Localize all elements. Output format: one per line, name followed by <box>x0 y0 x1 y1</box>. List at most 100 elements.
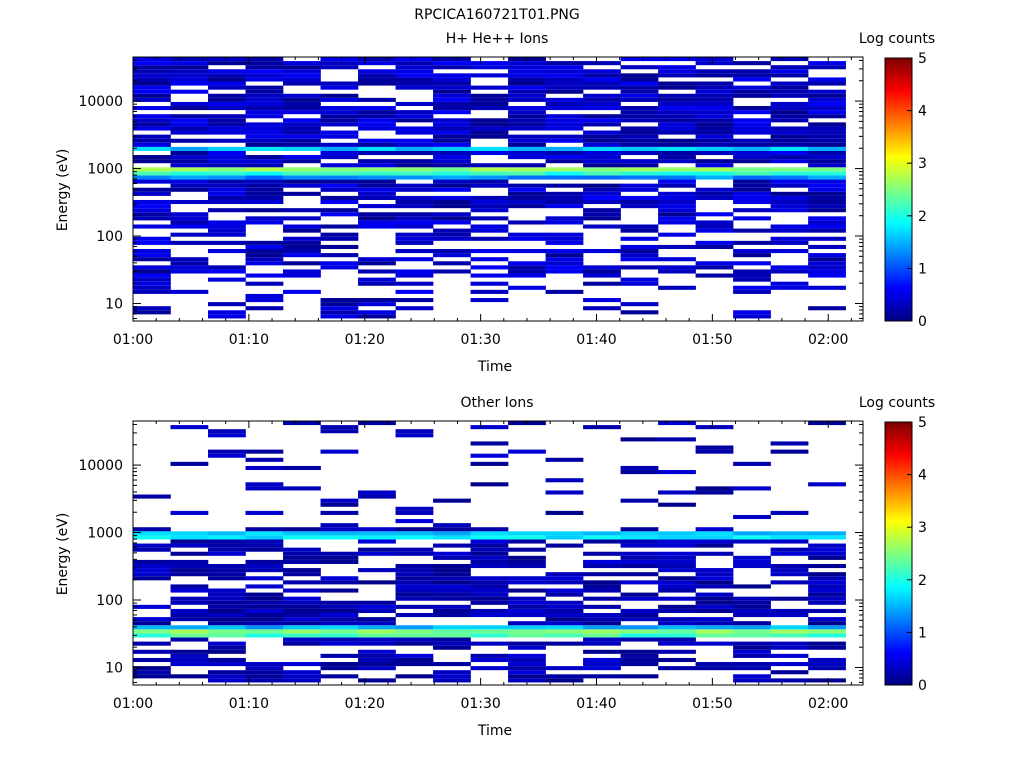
colorbar-segment <box>885 303 912 307</box>
colorbar-segment <box>885 77 912 81</box>
heatmap-cell <box>395 662 434 667</box>
heatmap-cell <box>170 65 209 70</box>
heatmap-cell <box>658 649 696 654</box>
heatmap-cell <box>395 138 434 143</box>
colorbar-segment <box>885 215 912 219</box>
colorbar-segment <box>885 483 912 486</box>
heatmap-cell <box>808 159 846 164</box>
heatmap-cell <box>320 224 359 229</box>
heatmap-cell <box>395 110 434 115</box>
heatmap-cell <box>808 584 846 589</box>
heatmap-cell <box>358 179 396 184</box>
heatmap-cell <box>358 625 396 630</box>
figure-title: RPCICA160721T01.PNG <box>414 7 579 23</box>
heatmap-cell <box>733 621 771 626</box>
heatmap-cell <box>433 543 471 548</box>
heatmap-cell <box>358 212 396 217</box>
heatmap-cell <box>395 584 434 589</box>
heatmap-cell <box>658 666 696 671</box>
colorbar-segment <box>885 60 912 63</box>
heatmap-cell <box>433 261 471 266</box>
heatmap-cell <box>133 617 171 622</box>
heatmap-cell <box>283 600 321 605</box>
heatmap-cell <box>470 126 509 131</box>
heatmap-cell <box>545 674 584 679</box>
heatmap-cell <box>545 101 584 107</box>
heatmap-cell <box>770 563 809 569</box>
colorbar-segment <box>885 652 912 655</box>
heatmap-cell <box>433 65 471 70</box>
heatmap-cell <box>208 224 246 229</box>
heatmap-cell <box>395 531 434 536</box>
x-tick-label: 02:00 <box>808 332 848 348</box>
heatmap-cell <box>320 600 359 605</box>
colorbar-segment <box>885 95 912 98</box>
heatmap-cell <box>808 183 846 188</box>
heatmap-cell <box>808 110 846 115</box>
heatmap-cell <box>208 167 246 172</box>
heatmap-cell <box>808 531 846 536</box>
heatmap-cell <box>808 543 846 548</box>
heatmap-cell <box>508 608 546 614</box>
heatmap-cell <box>583 674 621 679</box>
heatmap-cell <box>508 81 546 86</box>
heatmap-cell <box>283 613 321 618</box>
heatmap-cell <box>470 584 509 589</box>
heatmap-cell <box>733 314 771 319</box>
heatmap-cell <box>320 425 359 430</box>
heatmap-cell <box>170 101 209 107</box>
heatmap-cell <box>583 61 621 66</box>
heatmap-cell <box>733 600 771 605</box>
heatmap-cell <box>208 449 246 454</box>
heatmap-cell <box>133 159 171 164</box>
heatmap-cell <box>695 114 734 119</box>
heatmap-cell <box>808 273 846 278</box>
heatmap-cell <box>583 596 621 601</box>
heatmap-cell <box>433 645 471 650</box>
heatmap-cell <box>508 236 546 241</box>
heatmap-cell <box>695 576 734 581</box>
heatmap-cell <box>208 232 246 237</box>
heatmap-cell <box>695 224 734 229</box>
heatmap-cell <box>545 531 584 536</box>
heatmap-cell <box>470 563 509 569</box>
heatmap-cell <box>433 130 471 135</box>
heatmap-cell <box>358 167 396 172</box>
heatmap-cell <box>770 596 809 601</box>
heatmap-cell <box>770 568 809 573</box>
colorbar-segment <box>885 130 912 133</box>
colorbar-segment <box>885 233 912 236</box>
colorbar-segment <box>885 110 912 114</box>
heatmap-cell <box>470 122 509 127</box>
heatmap-cell <box>358 298 396 303</box>
heatmap-cell <box>433 568 471 573</box>
heatmap-cell <box>320 527 359 532</box>
heatmap-cell <box>545 457 584 462</box>
heatmap-cell <box>808 81 846 86</box>
heatmap-cell <box>320 187 359 192</box>
heatmap-cell <box>170 187 209 192</box>
y-tick-label: 10000 <box>78 458 123 474</box>
heatmap-cell <box>133 69 171 74</box>
heatmap-cell <box>320 142 359 147</box>
heatmap-cell <box>395 159 434 164</box>
colorbar-segment <box>885 452 912 456</box>
heatmap-cell <box>658 183 696 188</box>
heatmap-cell <box>170 122 209 127</box>
heatmap-cell <box>358 302 396 307</box>
heatmap-cell <box>320 555 359 560</box>
heatmap-cell <box>245 220 284 225</box>
heatmap-cell <box>320 580 359 585</box>
heatmap-cell <box>283 138 321 143</box>
heatmap-cell <box>620 204 659 209</box>
heatmap-cell <box>395 101 434 107</box>
heatmap-cell <box>208 539 246 544</box>
heatmap-cell <box>208 302 246 307</box>
heatmap-cell <box>170 510 209 515</box>
heatmap-cell <box>733 155 771 160</box>
heatmap-cell <box>508 563 546 569</box>
heatmap-cell <box>433 629 471 634</box>
heatmap-cell <box>508 61 546 66</box>
heatmap-cell <box>695 568 734 573</box>
heatmap-cell <box>620 118 659 123</box>
